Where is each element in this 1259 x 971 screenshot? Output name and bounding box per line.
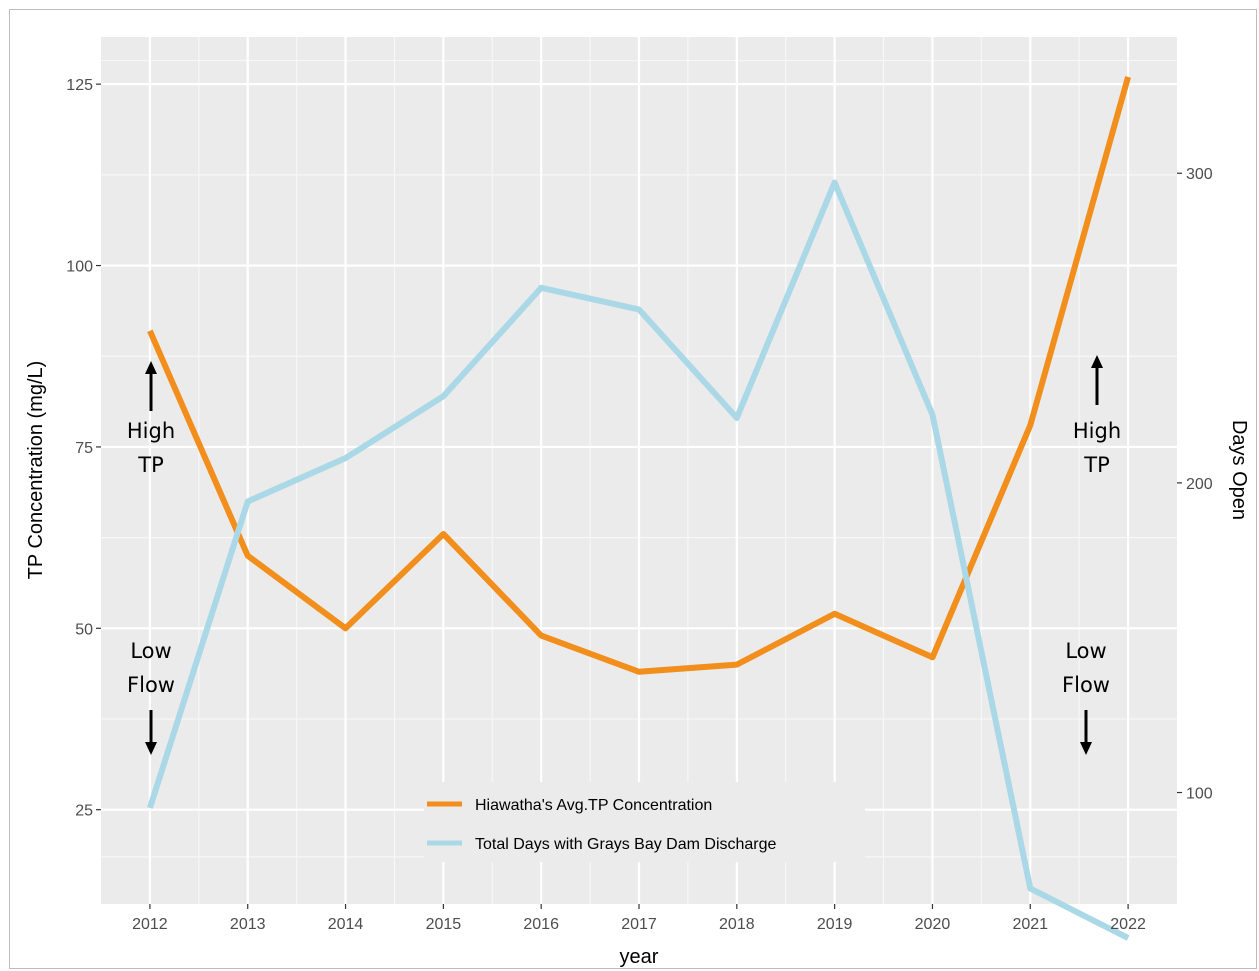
legend-label-discharge: Total Days with Grays Bay Dam Discharge xyxy=(475,836,777,853)
right-tick-label: 300 xyxy=(1186,166,1213,183)
x-tick-label: 2013 xyxy=(230,916,266,933)
legend: Hiawatha's Avg.TP Concentration Total Da… xyxy=(424,782,865,862)
arrow-down-icon xyxy=(145,742,157,755)
left-tick-label: 125 xyxy=(66,77,93,94)
x-tick-label: 2017 xyxy=(621,916,657,933)
series-line-days-open xyxy=(147,179,1130,941)
annotation-high-tp-label: TP xyxy=(1083,453,1110,477)
x-tick-label: 2020 xyxy=(915,916,951,933)
legend-background xyxy=(424,782,865,862)
arrow-up-icon xyxy=(145,361,157,374)
annotation-low-flow-label: Flow xyxy=(127,673,175,697)
x-tick-label: 2018 xyxy=(719,916,755,933)
annotation-low-flow-label: Low xyxy=(130,639,171,663)
left-axis: 25 50 75 100 125 xyxy=(66,77,101,820)
x-tick-label: 2012 xyxy=(132,916,168,933)
left-tick-label: 75 xyxy=(75,440,93,457)
left-tick-label: 50 xyxy=(75,621,93,638)
legend-label-tp: Hiawatha's Avg.TP Concentration xyxy=(475,797,712,814)
left-tick-label: 25 xyxy=(75,803,93,820)
arrow-down-icon xyxy=(1080,742,1092,755)
arrow-up-icon xyxy=(1091,355,1103,368)
left-tick-label: 100 xyxy=(66,259,93,276)
annotations: High TP Low Flow High TP Low Flow xyxy=(127,355,1121,755)
x-tick-label: 2016 xyxy=(523,916,559,933)
annotation-low-flow-label: Flow xyxy=(1062,673,1110,697)
x-tick-label: 2019 xyxy=(817,916,853,933)
x-tick-label: 2014 xyxy=(328,916,364,933)
annotation-low-flow-label: Low xyxy=(1065,639,1106,663)
series-lines xyxy=(147,76,1131,941)
annotation-high-tp-label: High xyxy=(1073,419,1121,443)
right-axis: 100 200 300 xyxy=(1177,166,1213,803)
x-tick-label: 2015 xyxy=(426,916,462,933)
right-tick-label: 200 xyxy=(1186,476,1213,493)
right-tick-label: 100 xyxy=(1186,786,1213,803)
x-axis-title: year xyxy=(620,946,659,968)
annotation-high-tp-label: TP xyxy=(137,453,164,477)
right-y-axis-title: Days Open xyxy=(1228,420,1250,520)
x-axis: 2012 2013 2014 2015 2016 2017 2018 2019 2020 2021… xyxy=(132,904,1146,933)
x-tick-label: 2022 xyxy=(1110,916,1146,933)
x-tick-label: 2021 xyxy=(1012,916,1048,933)
y-axis-title: TP Concentration (mg/L) xyxy=(25,361,47,580)
annotation-high-tp-label: High xyxy=(127,419,175,443)
